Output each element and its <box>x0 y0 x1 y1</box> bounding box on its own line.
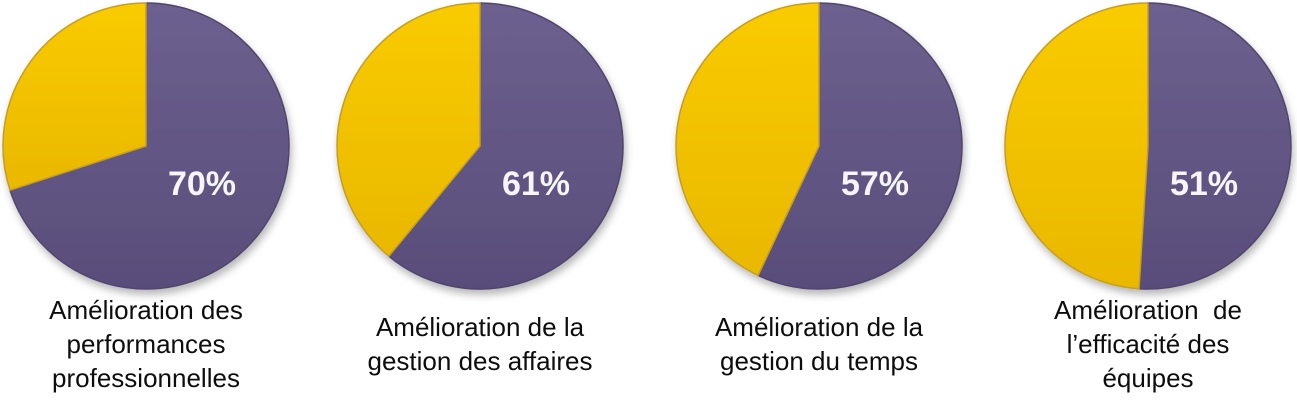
pie-slice-remainder <box>675 2 820 277</box>
pie-slice-remainder <box>1004 2 1149 290</box>
pie-chart-gestion-temps: 57% Amélioration de la gestion du temps <box>671 0 967 404</box>
pie-percent-label: 57% <box>841 165 909 203</box>
pie-slice-remainder <box>336 2 481 257</box>
pie-caption-efficacite-equipes: Amélioration de l’efficacité des équipes <box>1054 295 1242 393</box>
pie-gestion-affaires-svg: 61% <box>336 2 624 290</box>
pie-slices-group <box>2 2 290 290</box>
pie-chart-efficacite-equipes: 51% Amélioration de l’efficacité des équ… <box>1000 0 1296 404</box>
pie-efficacite-equipes-svg: 51% <box>1004 2 1292 290</box>
pie-caption-performances: Amélioration des performances profession… <box>49 295 243 393</box>
pie-slices-group <box>1004 2 1292 290</box>
pie-slice-value <box>388 2 624 290</box>
pie-percent-label: 61% <box>502 165 570 203</box>
pie-gestion-temps-svg: 57% <box>675 2 963 290</box>
pie-slices-group <box>336 2 624 290</box>
pie-caption-gestion-affaires: Amélioration de la gestion des affaires <box>367 312 593 376</box>
pie-slice-value <box>757 2 963 290</box>
pie-caption-gestion-temps: Amélioration de la gestion du temps <box>714 312 924 376</box>
pie-slice-remainder <box>2 2 147 191</box>
pie-slice-value <box>9 2 290 290</box>
pie-performances-svg: 70% <box>2 2 290 290</box>
pie-slices-group <box>675 2 963 290</box>
pie-chart-gestion-affaires: 61% Amélioration de la gestion des affai… <box>332 0 628 404</box>
pie-percent-label: 51% <box>1170 165 1238 203</box>
pie-chart-performances: 70% Amélioration des performances profes… <box>0 0 294 404</box>
pie-percent-label: 70% <box>168 165 236 203</box>
pie-slice-value <box>1138 2 1292 290</box>
